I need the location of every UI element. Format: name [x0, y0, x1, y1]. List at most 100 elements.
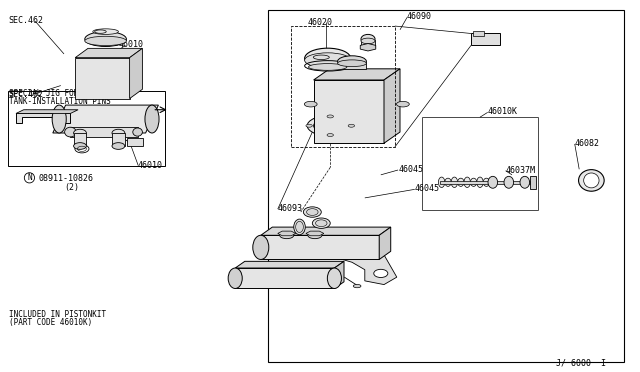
Text: 46010: 46010 — [138, 161, 163, 170]
Ellipse shape — [451, 177, 458, 187]
Ellipse shape — [458, 178, 464, 186]
Ellipse shape — [74, 129, 86, 137]
Ellipse shape — [308, 232, 322, 239]
Ellipse shape — [112, 142, 125, 150]
Polygon shape — [76, 48, 143, 58]
Bar — [361, 40, 375, 46]
Ellipse shape — [316, 220, 327, 227]
Ellipse shape — [133, 128, 143, 136]
Ellipse shape — [361, 38, 375, 44]
Ellipse shape — [93, 29, 118, 35]
Text: (PART CODE 46010K): (PART CODE 46010K) — [9, 318, 92, 327]
Text: 46010K: 46010K — [488, 107, 518, 116]
Ellipse shape — [85, 36, 127, 45]
Ellipse shape — [348, 124, 355, 127]
Text: (2): (2) — [64, 183, 79, 192]
Bar — [261, 235, 379, 260]
Bar — [76, 58, 129, 99]
Ellipse shape — [303, 207, 321, 217]
Ellipse shape — [438, 177, 445, 187]
Ellipse shape — [327, 268, 342, 289]
Ellipse shape — [52, 105, 67, 133]
Ellipse shape — [65, 127, 76, 137]
Ellipse shape — [145, 105, 159, 133]
Text: 46037M: 46037M — [506, 166, 536, 174]
Text: TANK-INSTALLATION PINS: TANK-INSTALLATION PINS — [9, 97, 111, 106]
Ellipse shape — [488, 176, 498, 188]
Bar — [112, 133, 125, 146]
Text: SEC.462: SEC.462 — [8, 16, 44, 25]
Bar — [314, 80, 384, 143]
Ellipse shape — [374, 269, 388, 278]
Ellipse shape — [445, 178, 451, 186]
Ellipse shape — [305, 53, 351, 68]
Polygon shape — [278, 231, 296, 236]
Ellipse shape — [307, 115, 353, 136]
Text: 08911-10826: 08911-10826 — [38, 174, 93, 183]
Ellipse shape — [477, 177, 483, 187]
Ellipse shape — [307, 209, 318, 215]
Ellipse shape — [397, 101, 410, 107]
Text: 46093: 46093 — [278, 204, 303, 213]
Bar — [471, 33, 500, 45]
Bar — [473, 31, 484, 36]
Ellipse shape — [323, 123, 337, 129]
Ellipse shape — [85, 32, 127, 46]
Text: 46082: 46082 — [575, 139, 600, 148]
Ellipse shape — [470, 178, 477, 186]
Ellipse shape — [306, 124, 312, 127]
Polygon shape — [380, 227, 390, 260]
Ellipse shape — [584, 173, 599, 188]
Ellipse shape — [75, 145, 89, 153]
Polygon shape — [334, 261, 344, 289]
Polygon shape — [53, 105, 159, 133]
Bar — [268, 10, 624, 362]
Polygon shape — [360, 44, 376, 51]
Ellipse shape — [74, 142, 86, 150]
Ellipse shape — [305, 101, 317, 107]
Polygon shape — [314, 69, 400, 80]
Ellipse shape — [305, 48, 351, 69]
Polygon shape — [16, 110, 78, 113]
Bar — [440, 181, 530, 184]
Polygon shape — [261, 227, 390, 235]
Ellipse shape — [579, 170, 604, 191]
Ellipse shape — [228, 268, 242, 289]
Ellipse shape — [112, 129, 125, 137]
Text: 46090: 46090 — [407, 12, 432, 21]
Ellipse shape — [464, 177, 470, 187]
Ellipse shape — [504, 176, 514, 188]
Text: SEC.462: SEC.462 — [8, 90, 44, 99]
Ellipse shape — [338, 60, 367, 67]
Ellipse shape — [280, 232, 294, 239]
Bar — [74, 133, 86, 146]
Text: 46045: 46045 — [415, 184, 440, 193]
Ellipse shape — [361, 35, 375, 44]
Polygon shape — [236, 261, 344, 268]
Ellipse shape — [312, 218, 330, 228]
Bar — [291, 26, 395, 147]
Text: 46010: 46010 — [118, 40, 143, 49]
Text: 46045: 46045 — [398, 165, 423, 174]
Ellipse shape — [296, 221, 303, 232]
Bar — [8, 91, 165, 166]
Bar — [236, 268, 334, 289]
Polygon shape — [16, 113, 70, 123]
Ellipse shape — [520, 176, 529, 188]
Bar — [70, 127, 138, 137]
Text: 46020: 46020 — [307, 18, 332, 27]
Ellipse shape — [253, 235, 269, 260]
Bar — [530, 176, 536, 189]
Polygon shape — [339, 251, 397, 285]
Ellipse shape — [294, 219, 305, 235]
Text: J/ 6000  I: J/ 6000 I — [556, 358, 605, 367]
Ellipse shape — [353, 284, 361, 288]
Ellipse shape — [338, 56, 367, 67]
Ellipse shape — [327, 115, 333, 118]
Text: 46032M: 46032M — [269, 234, 299, 243]
Bar — [338, 62, 366, 69]
Ellipse shape — [483, 178, 490, 186]
Text: SPECIAL JIG FOR RESERVOIR: SPECIAL JIG FOR RESERVOIR — [9, 89, 125, 98]
Ellipse shape — [314, 118, 347, 133]
Polygon shape — [384, 69, 400, 143]
